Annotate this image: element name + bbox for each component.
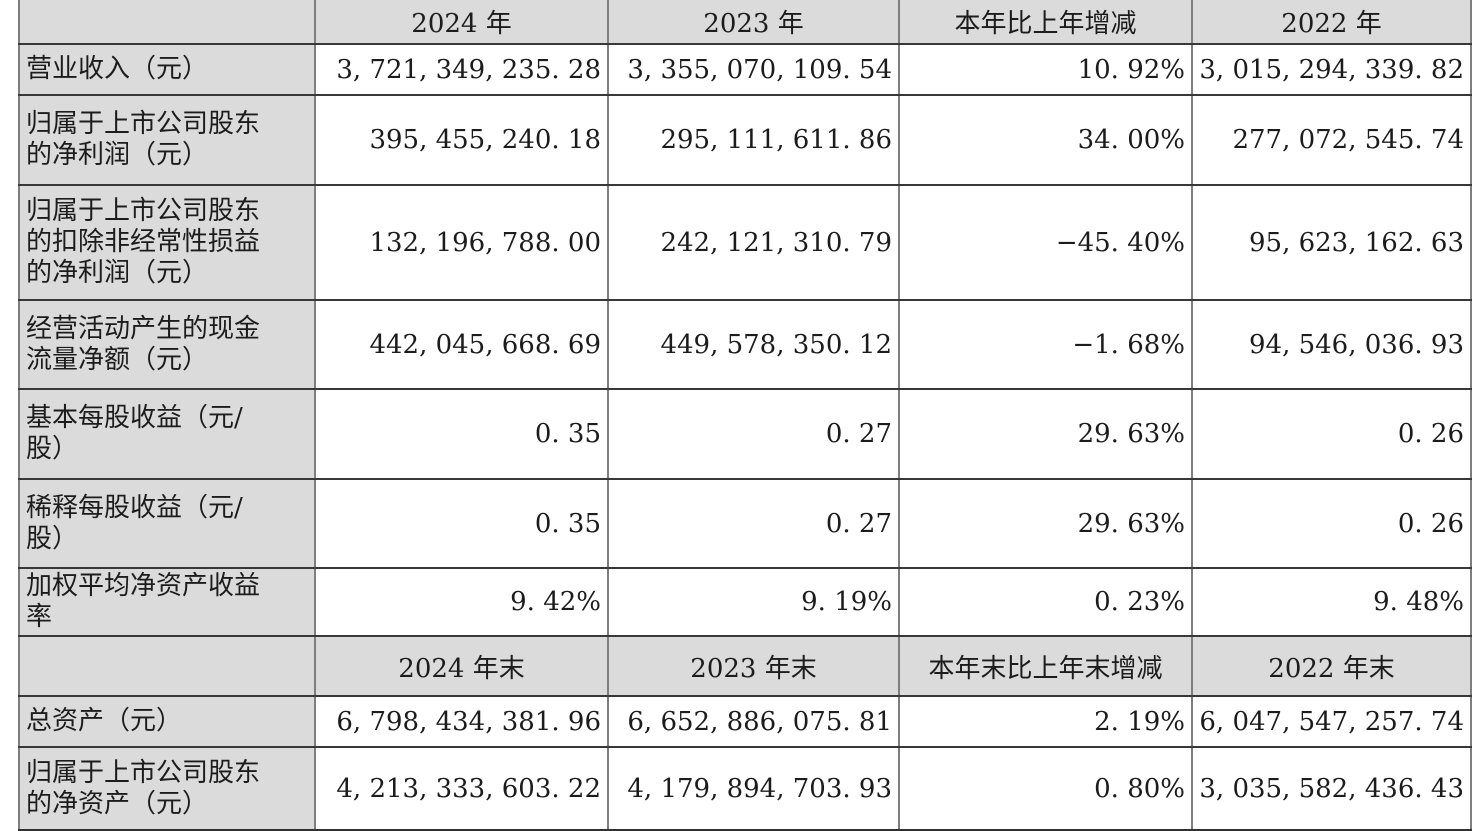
value-yoy: −45. 40% [898, 184, 1193, 301]
header-blank-cell [18, 0, 316, 45]
row-total-assets: 总资产（元） 6, 798, 434, 381. 96 6, 652, 886,… [18, 695, 1472, 748]
financial-summary-table: 2024 年 2023 年 本年比上年增减 2022 年 营业收入（元） 3, … [18, 0, 1472, 831]
value-yoy: 29. 63% [898, 388, 1193, 480]
value-2022: 0. 26 [1191, 388, 1472, 480]
header-row-year-end: 2024 年末 2023 年末 本年末比上年末增减 2022 年末 [18, 635, 1472, 697]
header-2024-year-end: 2024 年末 [314, 635, 609, 697]
value-2023: 242, 121, 310. 79 [607, 184, 900, 301]
value-2024: 442, 045, 668. 69 [314, 299, 609, 390]
header-2022-year-end: 2022 年末 [1191, 635, 1472, 697]
value-2024: 6, 798, 434, 381. 96 [314, 695, 609, 748]
value-2024: 9. 42% [314, 567, 609, 637]
row-label: 基本每股收益（元/ 股） [18, 388, 316, 480]
row-label: 加权平均净资产收益 率 [18, 567, 316, 637]
value-2023: 3, 355, 070, 109. 54 [607, 43, 900, 96]
value-2022: 3, 035, 582, 436. 43 [1191, 746, 1472, 831]
value-2024: 0. 35 [314, 478, 609, 569]
value-yoy: 0. 23% [898, 567, 1193, 637]
value-2022: 277, 072, 545. 74 [1191, 94, 1472, 186]
value-2024: 4, 213, 333, 603. 22 [314, 746, 609, 831]
header-blank-cell [18, 635, 316, 697]
value-yoy: 10. 92% [898, 43, 1193, 96]
value-2023: 295, 111, 611. 86 [607, 94, 900, 186]
value-2022: 94, 546, 036. 93 [1191, 299, 1472, 390]
row-label: 归属于上市公司股东 的净资产（元） [18, 746, 316, 831]
header-2022: 2022 年 [1191, 0, 1472, 45]
value-yoy: 2. 19% [898, 695, 1193, 748]
header-yoy-change: 本年比上年增减 [898, 0, 1193, 45]
value-2022: 9. 48% [1191, 567, 1472, 637]
row-label: 归属于上市公司股东 的扣除非经常性损益 的净利润（元） [18, 184, 316, 301]
row-label: 营业收入（元） [18, 43, 316, 96]
row-weighted-avg-roe: 加权平均净资产收益 率 9. 42% 9. 19% 0. 23% 9. 48% [18, 567, 1472, 637]
value-yoy: 29. 63% [898, 478, 1193, 569]
value-2024: 395, 455, 240. 18 [314, 94, 609, 186]
row-label: 经营活动产生的现金 流量净额（元） [18, 299, 316, 390]
value-2023: 4, 179, 894, 703. 93 [607, 746, 900, 831]
value-2023: 0. 27 [607, 478, 900, 569]
value-2023: 6, 652, 886, 075. 81 [607, 695, 900, 748]
value-yoy: 34. 00% [898, 94, 1193, 186]
row-label: 归属于上市公司股东 的净利润（元） [18, 94, 316, 186]
header-2023-year-end: 2023 年末 [607, 635, 900, 697]
value-2024: 0. 35 [314, 388, 609, 480]
row-label: 稀释每股收益（元/ 股） [18, 478, 316, 569]
row-diluted-eps: 稀释每股收益（元/ 股） 0. 35 0. 27 29. 63% 0. 26 [18, 478, 1472, 569]
value-2023: 449, 578, 350. 12 [607, 299, 900, 390]
value-2022: 6, 047, 547, 257. 74 [1191, 695, 1472, 748]
header-2024: 2024 年 [314, 0, 609, 45]
value-2022: 3, 015, 294, 339. 82 [1191, 43, 1472, 96]
row-label: 总资产（元） [18, 695, 316, 748]
header-2023: 2023 年 [607, 0, 900, 45]
value-yoy: 0. 80% [898, 746, 1193, 831]
row-net-assets-attributable: 归属于上市公司股东 的净资产（元） 4, 213, 333, 603. 22 4… [18, 746, 1472, 831]
row-operating-revenue: 营业收入（元） 3, 721, 349, 235. 28 3, 355, 070… [18, 43, 1472, 96]
header-row-annual: 2024 年 2023 年 本年比上年增减 2022 年 [18, 0, 1472, 45]
row-net-profit-attributable: 归属于上市公司股东 的净利润（元） 395, 455, 240. 18 295,… [18, 94, 1472, 186]
row-basic-eps: 基本每股收益（元/ 股） 0. 35 0. 27 29. 63% 0. 26 [18, 388, 1472, 480]
value-yoy: −1. 68% [898, 299, 1193, 390]
header-year-end-change: 本年末比上年末增减 [898, 635, 1193, 697]
value-2022: 95, 623, 162. 63 [1191, 184, 1472, 301]
value-2024: 132, 196, 788. 00 [314, 184, 609, 301]
value-2023: 0. 27 [607, 388, 900, 480]
row-operating-cash-flow: 经营活动产生的现金 流量净额（元） 442, 045, 668. 69 449,… [18, 299, 1472, 390]
value-2024: 3, 721, 349, 235. 28 [314, 43, 609, 96]
value-2023: 9. 19% [607, 567, 900, 637]
row-net-profit-excl-nonrecurring: 归属于上市公司股东 的扣除非经常性损益 的净利润（元） 132, 196, 78… [18, 184, 1472, 301]
value-2022: 0. 26 [1191, 478, 1472, 569]
